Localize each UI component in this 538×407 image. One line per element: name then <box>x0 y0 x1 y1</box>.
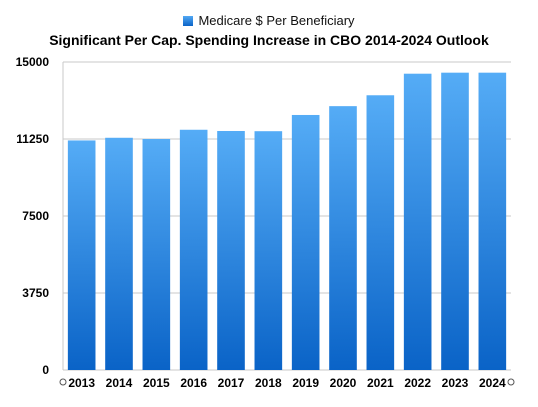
x-tick-label: 2022 <box>404 376 431 390</box>
bar-2021 <box>366 95 395 370</box>
x-tick-label: 2016 <box>180 376 207 390</box>
bar-2022 <box>403 73 432 370</box>
legend-swatch <box>183 16 194 26</box>
x-tick-label: 2015 <box>143 376 170 390</box>
bar-2019 <box>291 114 320 370</box>
x-tick-label: 2017 <box>218 376 245 390</box>
y-tick-label: 15000 <box>16 55 50 69</box>
bar-2014 <box>105 137 133 370</box>
x-tick-label: 2014 <box>106 376 133 390</box>
y-tick-label: 7500 <box>22 209 49 223</box>
chart-title: Significant Per Cap. Spending Increase i… <box>49 32 489 48</box>
chart-legend: Medicare $ Per Beneficiary <box>0 13 538 28</box>
x-tick-label: 2020 <box>330 376 357 390</box>
y-tick-label: 3750 <box>22 286 49 300</box>
bar-2024 <box>478 72 507 370</box>
legend-label: Medicare $ Per Beneficiary <box>198 13 355 28</box>
x-tick-label: 2019 <box>292 376 319 390</box>
y-tick-label: 0 <box>42 363 49 377</box>
bar-2020 <box>329 106 357 370</box>
x-tick-label: 2023 <box>442 376 469 390</box>
bar-2013 <box>67 140 96 370</box>
bar-2018 <box>254 131 283 370</box>
x-tick-label: 2018 <box>255 376 282 390</box>
x-axis-start-marker <box>59 378 67 386</box>
x-axis-end-marker <box>507 378 515 386</box>
x-tick-label: 2021 <box>367 376 394 390</box>
bar-2015 <box>142 139 171 370</box>
x-tick-label: 2024 <box>479 376 506 390</box>
x-tick-label: 2013 <box>68 376 95 390</box>
y-tick-label: 11250 <box>16 132 49 146</box>
bar-2016 <box>179 129 208 370</box>
bar-2023 <box>441 72 469 370</box>
bar-2017 <box>217 130 245 370</box>
